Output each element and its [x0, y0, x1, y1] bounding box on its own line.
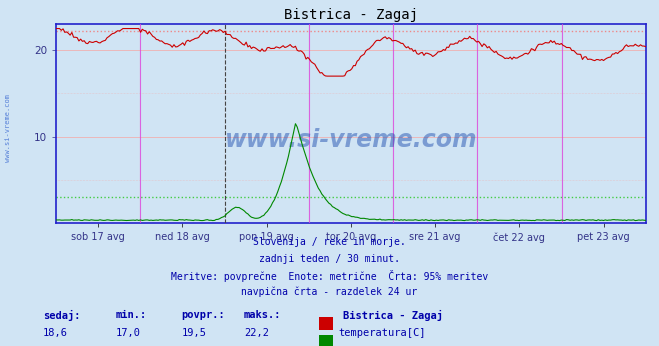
Text: 17,0: 17,0 [115, 328, 140, 338]
Text: Bistrica - Zagaj: Bistrica - Zagaj [343, 310, 443, 321]
Text: Meritve: povprečne  Enote: metrične  Črta: 95% meritev: Meritve: povprečne Enote: metrične Črta:… [171, 270, 488, 282]
Text: www.si-vreme.com: www.si-vreme.com [5, 94, 11, 162]
Text: Slovenija / reke in morje.: Slovenija / reke in morje. [253, 237, 406, 247]
Text: temperatura[C]: temperatura[C] [339, 328, 426, 338]
Text: sedaj:: sedaj: [43, 310, 80, 321]
Text: www.si-vreme.com: www.si-vreme.com [225, 128, 477, 152]
Title: Bistrica - Zagaj: Bistrica - Zagaj [284, 8, 418, 22]
Text: 18,6: 18,6 [43, 328, 68, 338]
Text: zadnji teden / 30 minut.: zadnji teden / 30 minut. [259, 254, 400, 264]
Text: navpična črta - razdelek 24 ur: navpična črta - razdelek 24 ur [241, 287, 418, 297]
Text: maks.:: maks.: [244, 310, 281, 320]
Text: 19,5: 19,5 [181, 328, 206, 338]
Text: 22,2: 22,2 [244, 328, 269, 338]
Text: povpr.:: povpr.: [181, 310, 225, 320]
Text: min.:: min.: [115, 310, 146, 320]
